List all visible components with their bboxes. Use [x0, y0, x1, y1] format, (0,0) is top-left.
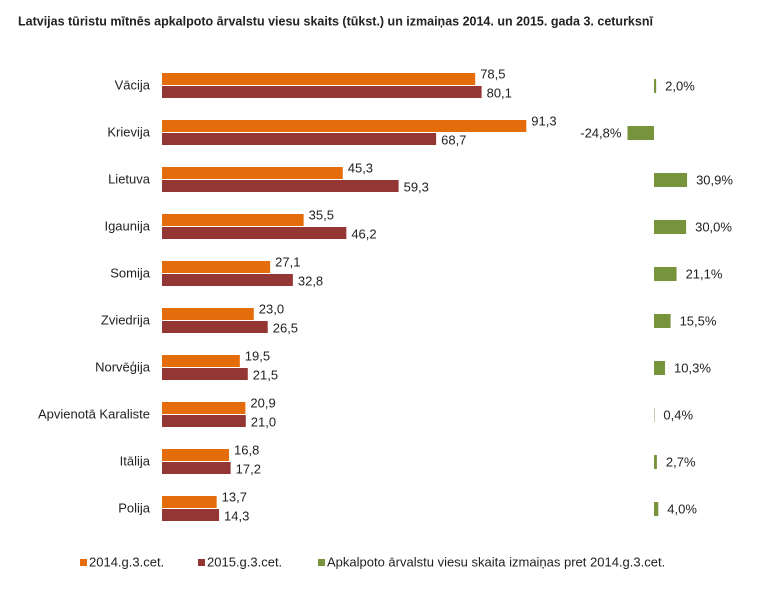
- bar: [162, 402, 246, 414]
- bar: [162, 509, 220, 521]
- value-label: 35,5: [309, 207, 334, 222]
- legend-label: 2015.g.3.cet.: [207, 554, 282, 569]
- bar: [162, 180, 399, 192]
- category-label: Itālija: [120, 453, 151, 468]
- category-label: Krievija: [107, 124, 150, 139]
- category-label: Apvienotā Karaliste: [38, 406, 150, 421]
- value-label: 26,5: [273, 320, 298, 335]
- value-label: 21,5: [253, 367, 278, 382]
- change-label: -24,8%: [580, 125, 622, 140]
- bar: [162, 355, 240, 367]
- change-bar: [654, 267, 677, 281]
- value-label: 32,8: [298, 273, 323, 288]
- bar: [162, 214, 304, 226]
- change-bar: [654, 220, 687, 234]
- change-label: 2,7%: [666, 454, 696, 469]
- category-label: Igaunija: [104, 218, 150, 233]
- value-label: 19,5: [245, 348, 270, 363]
- change-bar: [627, 126, 654, 140]
- category-label: Zviedrija: [101, 312, 151, 327]
- bar: [162, 462, 231, 474]
- bar: [162, 86, 482, 98]
- change-bar: [654, 502, 659, 516]
- category-label: Lietuva: [108, 171, 151, 186]
- legend-label: 2014.g.3.cet.: [89, 554, 164, 569]
- category-label: Norvēģija: [95, 359, 151, 374]
- value-label: 46,2: [351, 226, 376, 241]
- change-bar: [654, 314, 671, 328]
- value-label: 59,3: [404, 179, 429, 194]
- bar: [162, 415, 246, 427]
- change-label: 21,1%: [686, 266, 723, 281]
- chart-title: Latvijas tūristu mītnēs apkalpoto ārvals…: [18, 14, 653, 28]
- value-label: 27,1: [275, 254, 300, 269]
- value-label: 16,8: [234, 442, 259, 457]
- value-label: 78,5: [480, 66, 505, 81]
- value-label: 20,9: [250, 395, 275, 410]
- legend-label: Apkalpoto ārvalstu viesu skaita izmaiņas…: [327, 554, 665, 569]
- legend-swatch: [198, 559, 205, 566]
- category-label: Somija: [110, 265, 151, 280]
- bar: [162, 120, 527, 132]
- bar: [162, 261, 271, 273]
- change-label: 4,0%: [667, 501, 697, 516]
- category-label: Polija: [118, 500, 151, 515]
- bar: [162, 449, 230, 461]
- value-label: 45,3: [348, 160, 373, 175]
- value-label: 21,0: [251, 414, 276, 429]
- bar: [162, 496, 217, 508]
- category-label: Vācija: [115, 77, 151, 92]
- value-label: 14,3: [224, 508, 249, 523]
- value-label: 91,3: [531, 113, 556, 128]
- bar: [162, 167, 343, 179]
- change-label: 2,0%: [665, 78, 695, 93]
- change-bar: [654, 173, 688, 187]
- change-bar: [654, 79, 657, 93]
- change-label: 0,4%: [663, 407, 693, 422]
- bar: [162, 73, 476, 85]
- value-label: 80,1: [487, 85, 512, 100]
- value-label: 17,2: [236, 461, 261, 476]
- change-bar: [654, 361, 666, 375]
- legend-swatch: [80, 559, 87, 566]
- value-label: 23,0: [259, 301, 284, 316]
- bar: [162, 227, 347, 239]
- value-label: 68,7: [441, 132, 466, 147]
- change-label: 10,3%: [674, 360, 711, 375]
- change-label: 30,0%: [695, 219, 732, 234]
- bar: [162, 133, 437, 145]
- bar: [162, 368, 248, 380]
- bar: [162, 308, 254, 320]
- change-bar: [654, 455, 657, 469]
- change-label: 15,5%: [680, 313, 717, 328]
- bar: [162, 274, 293, 286]
- bar: [162, 321, 268, 333]
- change-label: 30,9%: [696, 172, 733, 187]
- value-label: 13,7: [222, 489, 247, 504]
- legend-swatch: [318, 559, 325, 566]
